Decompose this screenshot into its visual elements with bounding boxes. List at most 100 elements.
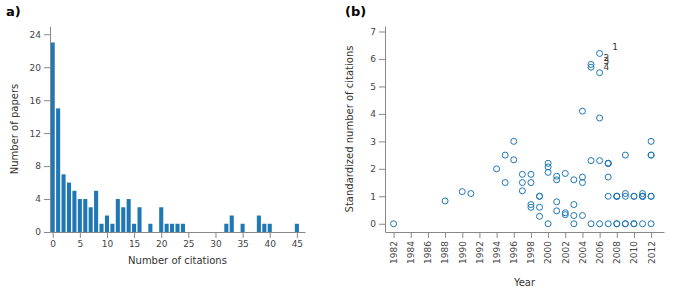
- tick-mark: [634, 232, 635, 238]
- bar: [51, 42, 55, 232]
- point: [562, 170, 568, 176]
- tick-label: 0: [50, 239, 56, 249]
- tick-label: 35: [237, 239, 248, 249]
- bar: [62, 174, 66, 232]
- point: [631, 193, 637, 199]
- panel-title: (b): [345, 4, 366, 19]
- bar: [110, 224, 114, 232]
- tick-label: 2000: [543, 241, 553, 264]
- tick-mark: [379, 31, 385, 32]
- bar: [159, 207, 163, 232]
- tick: 1986: [423, 232, 433, 264]
- point: [519, 188, 525, 194]
- tick: 24: [30, 30, 50, 40]
- bar: [273, 232, 277, 233]
- tick-mark: [44, 232, 50, 233]
- tick: 1982: [389, 232, 399, 264]
- point: [554, 199, 560, 205]
- bar: [148, 224, 152, 232]
- tick-label: 40: [265, 239, 277, 249]
- tick: 2000: [543, 232, 553, 264]
- tick-label: 45: [292, 239, 303, 249]
- tick: 45: [292, 232, 303, 249]
- tick-mark: [134, 232, 135, 238]
- tick-label: 30: [210, 239, 222, 249]
- bar: [170, 224, 174, 232]
- tick: 2004: [578, 232, 588, 264]
- bar: [127, 199, 131, 232]
- tick-mark: [411, 232, 412, 238]
- tick: 1998: [526, 232, 536, 264]
- tick: 12: [30, 129, 50, 139]
- bar: [251, 232, 255, 233]
- tick-label: 1: [370, 192, 376, 202]
- point: [442, 198, 448, 204]
- marks: [391, 50, 655, 226]
- point: [468, 191, 474, 197]
- bar: [78, 199, 82, 232]
- tick-label: 1996: [509, 241, 519, 264]
- tick-label: 1984: [406, 241, 416, 264]
- tick-mark: [445, 232, 446, 238]
- bar: [230, 216, 234, 232]
- bar: [137, 207, 141, 232]
- point: [614, 221, 620, 227]
- bar: [132, 224, 136, 232]
- tick-label: 1982: [389, 241, 399, 264]
- point: [605, 193, 611, 199]
- point: [571, 202, 577, 208]
- tick-label: 6: [370, 54, 376, 64]
- bar: [213, 232, 217, 233]
- point: [614, 193, 620, 199]
- tick-mark: [107, 232, 108, 238]
- tick-label: 1986: [423, 241, 433, 264]
- point: [537, 193, 543, 199]
- tick-mark: [44, 34, 50, 35]
- tick: 0: [35, 227, 50, 237]
- tick-mark: [44, 67, 50, 68]
- tick-label: 10: [102, 239, 114, 249]
- tick-mark: [379, 114, 385, 115]
- tick-mark: [548, 232, 549, 238]
- tick-mark: [379, 141, 385, 142]
- tick-label: 1998: [526, 241, 536, 264]
- bar: [89, 207, 93, 232]
- x-axis: 1982198419861988199019921994199619982000…: [386, 232, 665, 264]
- point: [519, 171, 525, 177]
- bar: [67, 183, 71, 232]
- tick-label: 20: [156, 239, 168, 249]
- figure: 05101520253035404504812162024Number of c…: [0, 0, 674, 293]
- point: [562, 212, 568, 218]
- point: [614, 193, 620, 199]
- point: [648, 221, 654, 227]
- panel-title: a): [6, 4, 21, 19]
- tick: 20: [156, 232, 168, 249]
- axis-line: [386, 232, 665, 233]
- tick-mark: [161, 232, 162, 238]
- point: [605, 160, 611, 166]
- axis-line: [50, 27, 51, 233]
- bar: [224, 224, 228, 232]
- point: [554, 208, 560, 214]
- bar: [295, 224, 299, 232]
- tick-mark: [514, 232, 515, 238]
- point: [622, 221, 628, 227]
- point: [537, 193, 543, 199]
- tick-label: 0: [370, 219, 376, 229]
- point: [545, 221, 551, 227]
- point: [648, 152, 654, 158]
- tick-mark: [379, 59, 385, 60]
- tick-mark: [379, 86, 385, 87]
- bar: [203, 232, 207, 233]
- point: [614, 221, 620, 227]
- tick: 0: [50, 232, 56, 249]
- point: [597, 158, 603, 164]
- tick: 8: [35, 161, 50, 171]
- tick-label: 4: [35, 194, 41, 204]
- point: [597, 70, 603, 76]
- point: [571, 177, 577, 183]
- tick: 5: [77, 232, 83, 249]
- annotation: 1: [612, 42, 618, 52]
- tick: 35: [237, 232, 248, 249]
- tick-mark: [44, 100, 50, 101]
